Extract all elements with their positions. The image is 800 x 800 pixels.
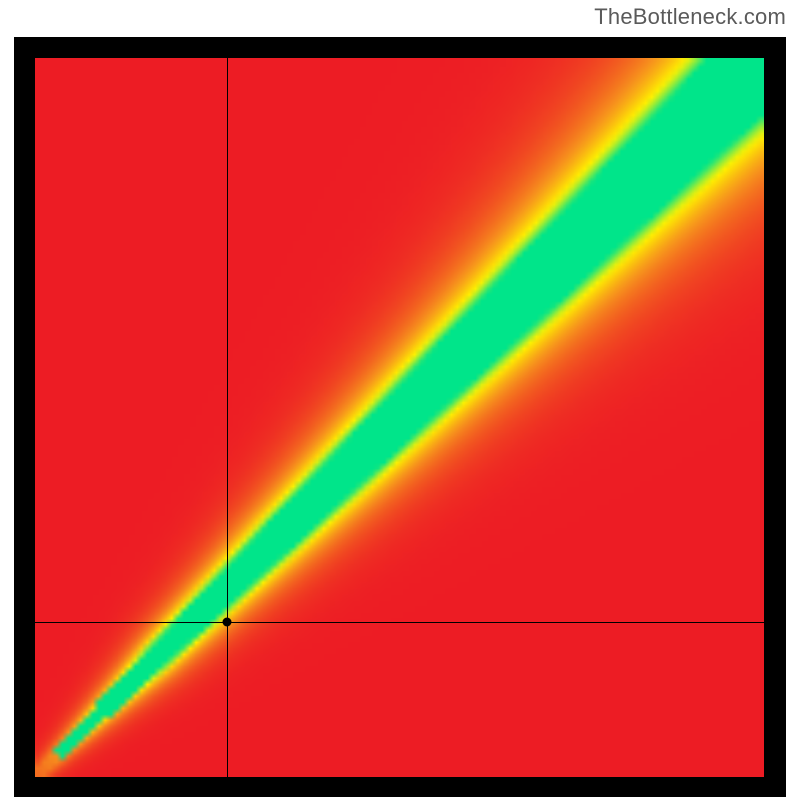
attribution-label: TheBottleneck.com	[594, 4, 786, 30]
marker-dot	[223, 617, 232, 626]
bottleneck-heatmap	[35, 58, 764, 777]
plot-area	[14, 37, 786, 797]
crosshair-horizontal	[35, 622, 764, 623]
crosshair-vertical	[227, 58, 228, 777]
